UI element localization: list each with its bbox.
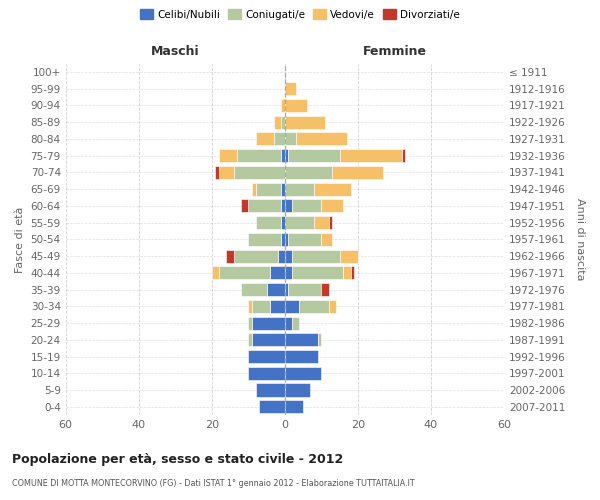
Bar — [278, 250, 285, 262]
Bar — [241, 200, 248, 212]
Bar — [292, 200, 322, 212]
Bar — [248, 200, 281, 212]
Bar — [285, 350, 317, 363]
Bar — [233, 166, 285, 179]
Bar — [285, 82, 296, 95]
Bar — [226, 250, 233, 262]
Bar — [256, 182, 281, 196]
Bar — [270, 300, 285, 313]
Bar — [241, 283, 266, 296]
Bar — [212, 266, 219, 280]
Bar — [259, 400, 285, 413]
Bar — [340, 250, 358, 262]
Text: COMUNE DI MOTTA MONTECORVINO (FG) - Dati ISTAT 1° gennaio 2012 - Elaborazione TU: COMUNE DI MOTTA MONTECORVINO (FG) - Dati… — [12, 479, 415, 488]
Bar — [285, 384, 310, 396]
Bar — [248, 316, 252, 330]
Bar — [317, 334, 322, 346]
Bar — [401, 149, 406, 162]
Bar — [256, 132, 274, 145]
Y-axis label: Anni di nascita: Anni di nascita — [575, 198, 585, 280]
Bar — [281, 99, 285, 112]
Bar — [285, 132, 296, 145]
Bar — [219, 166, 233, 179]
Bar — [285, 366, 322, 380]
Text: Femmine: Femmine — [362, 46, 427, 59]
Bar — [281, 182, 285, 196]
Bar — [248, 233, 281, 246]
Bar — [285, 99, 307, 112]
Bar — [285, 266, 292, 280]
Bar — [289, 283, 322, 296]
Bar — [281, 116, 285, 128]
Bar — [238, 149, 281, 162]
Bar — [329, 300, 336, 313]
Bar — [329, 216, 332, 229]
Bar — [292, 316, 299, 330]
Bar — [350, 266, 354, 280]
Bar — [252, 300, 270, 313]
Bar — [215, 166, 219, 179]
Bar — [285, 400, 303, 413]
Text: Maschi: Maschi — [151, 46, 200, 59]
Bar — [281, 233, 285, 246]
Bar — [332, 166, 383, 179]
Bar — [233, 250, 278, 262]
Bar — [281, 149, 285, 162]
Bar — [248, 366, 285, 380]
Bar — [285, 149, 289, 162]
Bar — [274, 116, 281, 128]
Bar — [322, 200, 343, 212]
Bar — [314, 216, 329, 229]
Bar — [270, 266, 285, 280]
Bar — [299, 300, 329, 313]
Legend: Celibi/Nubili, Coniugati/e, Vedovi/e, Divorziati/e: Celibi/Nubili, Coniugati/e, Vedovi/e, Di… — [136, 5, 464, 24]
Bar — [248, 350, 285, 363]
Bar — [285, 316, 292, 330]
Bar — [266, 283, 285, 296]
Y-axis label: Fasce di età: Fasce di età — [15, 206, 25, 272]
Bar — [281, 200, 285, 212]
Bar — [343, 266, 350, 280]
Bar — [285, 334, 317, 346]
Bar — [252, 182, 256, 196]
Bar — [285, 233, 289, 246]
Text: Popolazione per età, sesso e stato civile - 2012: Popolazione per età, sesso e stato civil… — [12, 452, 343, 466]
Bar — [292, 250, 340, 262]
Bar — [285, 283, 289, 296]
Bar — [256, 216, 281, 229]
Bar — [322, 283, 329, 296]
Bar — [285, 166, 332, 179]
Bar — [314, 182, 350, 196]
Bar — [340, 149, 401, 162]
Bar — [252, 316, 285, 330]
Bar — [285, 216, 314, 229]
Bar — [248, 334, 252, 346]
Bar — [256, 384, 285, 396]
Bar — [248, 300, 252, 313]
Bar — [252, 334, 285, 346]
Bar — [292, 266, 343, 280]
Bar — [285, 300, 299, 313]
Bar — [289, 233, 322, 246]
Bar — [285, 182, 314, 196]
Bar — [322, 233, 332, 246]
Bar — [274, 132, 285, 145]
Bar — [285, 200, 292, 212]
Bar — [285, 250, 292, 262]
Bar — [296, 132, 347, 145]
Bar — [219, 266, 270, 280]
Bar — [281, 216, 285, 229]
Bar — [219, 149, 238, 162]
Bar — [285, 116, 325, 128]
Bar — [289, 149, 340, 162]
